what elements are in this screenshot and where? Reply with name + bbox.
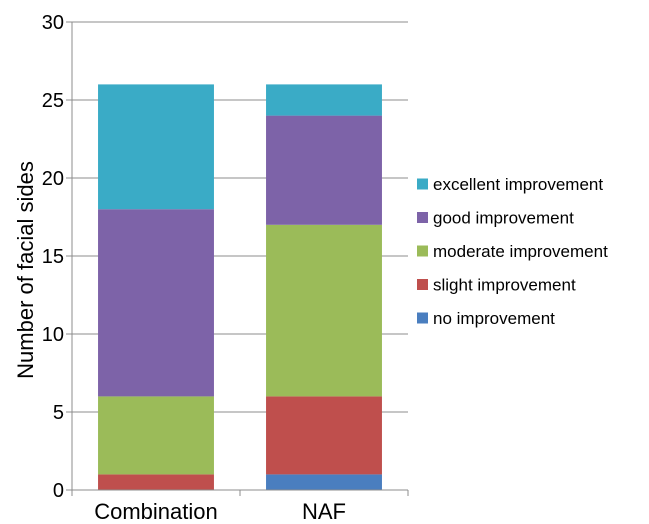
legend: excellent improvement good improvement mod… xyxy=(417,175,608,328)
legend-entry-label: moderate improvement xyxy=(433,242,608,261)
legend-entry-label: excellent improvement xyxy=(433,175,603,194)
y-tick-label: 0 xyxy=(53,480,64,502)
bars xyxy=(98,84,382,490)
legend-swatch xyxy=(417,312,428,324)
legend-swatch xyxy=(417,212,428,223)
bar-segment xyxy=(98,474,214,490)
bar-segment xyxy=(266,84,382,116)
y-axis-title: Number of facial sides xyxy=(13,161,38,379)
bar-segment xyxy=(266,115,382,225)
y-tick-label: 15 xyxy=(42,246,64,268)
legend-swatch xyxy=(417,178,428,190)
legend-entry-label: slight improvement xyxy=(433,276,576,295)
legend-entry-label: no improvement xyxy=(433,309,555,328)
bar-segment xyxy=(98,84,214,210)
bar-segment xyxy=(98,209,214,397)
y-tick-label: 20 xyxy=(42,168,64,190)
bar-segment xyxy=(266,224,382,397)
x-category-labels: Combination NAF xyxy=(94,499,346,524)
legend-swatch xyxy=(417,279,428,290)
x-category-label: NAF xyxy=(302,499,346,524)
bar-segment xyxy=(266,474,382,490)
y-tick-label: 5 xyxy=(53,402,64,424)
x-category-label: Combination xyxy=(94,499,218,524)
y-tick-labels: 0 5 10 15 20 25 30 xyxy=(42,12,64,502)
legend-entry-label: good improvement xyxy=(433,209,574,228)
y-tick-label: 10 xyxy=(42,324,64,346)
bar-segment xyxy=(98,396,214,475)
bar-segment xyxy=(266,396,382,475)
legend-swatch xyxy=(417,245,428,257)
y-tick-label: 30 xyxy=(42,12,64,34)
y-tick-label: 25 xyxy=(42,90,64,112)
axes xyxy=(66,21,409,496)
